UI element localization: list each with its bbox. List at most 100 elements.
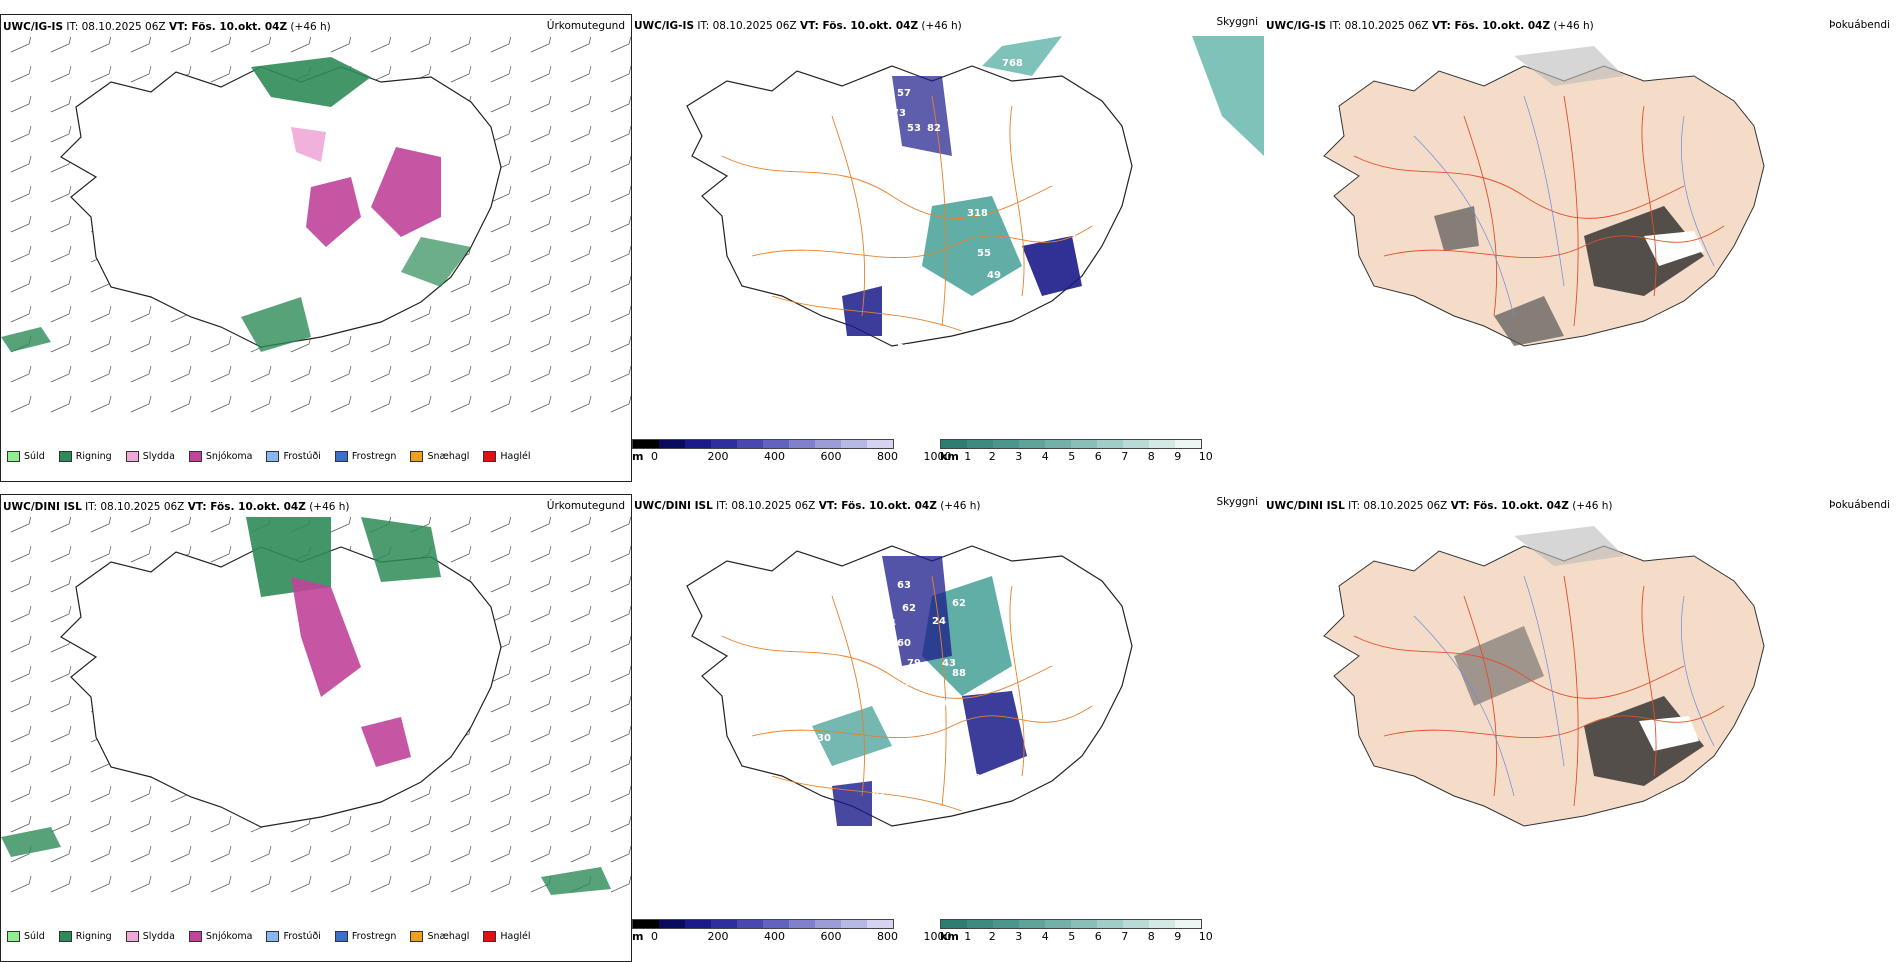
precip-legend-item: Rigning (58, 931, 112, 942)
wind-barb (450, 365, 472, 383)
wind-barb (570, 95, 592, 113)
precip-legend-item: Súld (7, 451, 45, 462)
panel-type-label: Úrkomutegund (546, 20, 625, 32)
wind-barb (570, 245, 592, 263)
wind-barb (610, 37, 631, 53)
wind-barb (490, 215, 512, 233)
visibility-value-label: 19 (1077, 333, 1091, 344)
panel-type-label: Úrkomutegund (546, 500, 625, 512)
wind-barb (570, 125, 592, 143)
panel-title: UWC/DINI ISL IT: 08.10.2025 06Z VT: Fös.… (1266, 500, 1613, 512)
legend-swatch (58, 931, 72, 942)
precip-legend-item: Slydda (125, 931, 175, 942)
wind-barb (290, 875, 312, 893)
wind-barb (90, 37, 112, 53)
wind-barb (490, 545, 512, 563)
wind-barb (530, 665, 552, 683)
legend-swatch (7, 931, 20, 942)
wind-barb (50, 725, 72, 743)
wind-barb (10, 365, 32, 383)
wind-barb (450, 785, 472, 803)
wind-barb (170, 395, 192, 413)
wind-barb (90, 815, 112, 833)
wind-barb (10, 395, 32, 413)
wind-barb (50, 275, 72, 293)
road-line (1641, 585, 1657, 777)
visibility-value-label: 50 (867, 763, 881, 774)
visibility-value-label: 79 (907, 658, 921, 669)
wind-barb (490, 875, 512, 893)
wind-barb (530, 785, 552, 803)
road-line (931, 95, 947, 327)
wind-barb (50, 755, 72, 773)
wind-barb (410, 335, 432, 353)
wind-barb (170, 845, 192, 863)
legend-label: Snjókoma (205, 931, 253, 942)
wind-barb (50, 845, 72, 863)
river-line (1523, 575, 1565, 767)
precip-legend-item: Haglél (483, 931, 531, 942)
precip-legend-item: Snjókoma (188, 451, 252, 462)
wind-barb (10, 665, 32, 683)
wind-barb (10, 185, 32, 203)
legend-label: Súld (24, 931, 45, 942)
wind-barb (490, 275, 512, 293)
wind-barb (570, 605, 592, 623)
wind-barb (170, 875, 192, 893)
precip-legend-item: Frostregn (334, 931, 396, 942)
wind-barb (50, 785, 72, 803)
wind-barb (50, 335, 72, 353)
precip-legend-item: Frostregn (334, 451, 396, 462)
wind-barb (130, 65, 152, 83)
wind-barb (50, 605, 72, 623)
visibility-value-label: 126 (952, 168, 973, 179)
legend-label: Frostúði (283, 451, 321, 462)
wind-barb (410, 395, 432, 413)
visibility-value-label: 30 (817, 733, 831, 744)
legend-swatch (266, 451, 280, 462)
wind-barb (330, 875, 352, 893)
wind-barb (610, 275, 631, 293)
visibility-m-colorbar (632, 919, 894, 929)
visibility-value-label: 57 (897, 88, 911, 99)
wind-barb (490, 517, 512, 533)
precip-legend-item: Snæhagl (410, 931, 469, 942)
wind-barb (530, 65, 552, 83)
wind-barb (410, 815, 432, 833)
wind-barb (130, 545, 152, 563)
visibility-value-label: 53 (902, 678, 916, 689)
visibility-value-label: 44 (912, 363, 926, 374)
legend-label: Haglél (500, 451, 531, 462)
wind-barb (530, 635, 552, 653)
wind-barb (570, 635, 592, 653)
precip-legend-item: Haglél (483, 451, 531, 462)
wind-barb (410, 37, 432, 53)
wind-barb (610, 755, 631, 773)
wind-barb (490, 125, 512, 143)
wind-barb (130, 37, 152, 53)
wind-barb (570, 185, 592, 203)
visibility-m-colorbar (632, 439, 894, 449)
wind-barb (90, 365, 112, 383)
visibility-value-label: 52 (1022, 90, 1036, 101)
wind-barb (530, 185, 552, 203)
visibility-value-label: 45 (907, 243, 921, 254)
wind-barb (410, 305, 432, 323)
wind-barb (130, 517, 152, 533)
precip-legend-item: Frostúði (266, 931, 321, 942)
wind-barb (50, 125, 72, 143)
wind-barb (530, 275, 552, 293)
wind-barb (610, 695, 631, 713)
wind-barb (490, 785, 512, 803)
visibility-value-label: 40 (922, 678, 936, 689)
wind-barb (570, 755, 592, 773)
legend-swatch (334, 451, 348, 462)
legend-swatch (334, 931, 348, 942)
visibility-value-label: 80 (1062, 708, 1076, 719)
wind-barb (10, 785, 32, 803)
visibility-value-label: 54 (882, 618, 896, 629)
wind-barb (10, 875, 32, 893)
visibility-km-ticks: km 1 2 3 4 5 6 7 8 9 10 (940, 930, 1213, 943)
legend-label: Snæhagl (427, 451, 470, 462)
